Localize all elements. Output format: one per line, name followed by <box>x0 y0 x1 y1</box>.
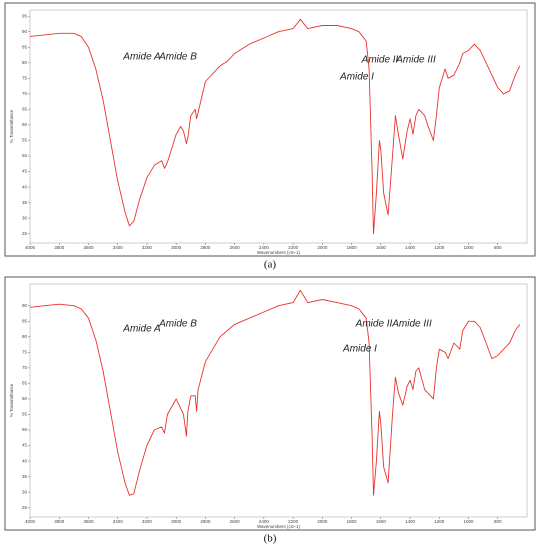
annotation: Amide II <box>361 55 399 66</box>
y-tick-label: 35 <box>22 474 28 479</box>
annotation: Amide III <box>395 55 436 66</box>
y-tick-label: 55 <box>22 412 28 417</box>
y-tick-label: 45 <box>22 443 28 448</box>
y-tick-label: 25 <box>22 231 28 236</box>
x-tick-label: 1600 <box>376 519 387 524</box>
panel-frame <box>4 276 536 531</box>
x-tick-label: 1400 <box>405 519 416 524</box>
annotation: Amide II <box>355 319 393 330</box>
annotation: Amide I <box>342 344 377 355</box>
y-tick-label: 65 <box>22 381 28 386</box>
x-tick-label: 1800 <box>347 519 358 524</box>
y-tick-label: 90 <box>22 303 28 308</box>
x-tick-label: 3400 <box>113 519 124 524</box>
plot-area <box>29 283 528 518</box>
annotation: Amide I <box>339 72 374 83</box>
x-tick-label: 4000 <box>25 519 36 524</box>
y-tick-label: 60 <box>22 396 28 401</box>
y-tick-label: 70 <box>22 365 28 370</box>
x-tick-label: 2800 <box>200 245 211 250</box>
x-tick-label: 3000 <box>171 245 182 250</box>
y-tick-label: 85 <box>22 44 28 49</box>
y-tick-label: 30 <box>22 215 28 220</box>
x-tick-label: 1600 <box>376 245 387 250</box>
y-tick-label: 25 <box>22 505 28 510</box>
x-tick-label: 1000 <box>464 519 475 524</box>
x-tick-label: 2000 <box>317 245 328 250</box>
y-tick-label: 40 <box>22 458 28 463</box>
x-tick-label: 3800 <box>54 245 65 250</box>
x-tick-label: 2800 <box>200 519 211 524</box>
annotation: Amide III <box>391 319 432 330</box>
x-tick-label: 2000 <box>317 519 328 524</box>
y-tick-label: 50 <box>22 427 28 432</box>
x-tick-label: 2400 <box>259 519 270 524</box>
annotation: Amide A <box>122 324 161 335</box>
y-tick-label: 80 <box>22 334 28 339</box>
y-tick-label: 60 <box>22 122 28 127</box>
x-tick-label: 3400 <box>113 245 124 250</box>
plot-area <box>29 9 528 244</box>
x-tick-label: 4000 <box>25 245 36 250</box>
x-tick-label: 2200 <box>288 519 299 524</box>
y-tick-label: 95 <box>22 13 28 18</box>
x-tick-label: 2600 <box>230 245 241 250</box>
x-tick-label: 800 <box>494 245 502 250</box>
annotation: Amide B <box>158 52 197 63</box>
x-tick-label: 800 <box>494 519 502 524</box>
y-tick-label: 30 <box>22 489 28 494</box>
annotation: Amide A <box>122 52 161 63</box>
x-axis-label: Wavenumbers (cm-1) <box>257 250 301 255</box>
x-tick-label: 3800 <box>54 519 65 524</box>
y-tick-label: 35 <box>22 200 28 205</box>
spectrum-line <box>29 18 521 235</box>
x-tick-label: 3000 <box>171 519 182 524</box>
panel: 25 30 35 40 45 50 55 60 65 70 75 80 85 90 95 4000 3800 36… <box>4 2 536 271</box>
y-tick-label: 75 <box>22 76 28 81</box>
caption: (b) <box>264 533 277 545</box>
x-tick-label: 2600 <box>230 519 241 524</box>
y-tick-label: 80 <box>22 60 28 65</box>
annotation: Amide B <box>158 319 197 330</box>
y-tick-label: 85 <box>22 318 28 323</box>
y-axis-label: % Transmittance <box>9 109 14 143</box>
x-tick-label: 1200 <box>434 519 445 524</box>
panel: 25 30 35 40 45 50 55 60 65 70 75 80 85 90 4000 3800 3600… <box>4 276 536 545</box>
y-tick-label: 40 <box>22 184 28 189</box>
x-tick-label: 3200 <box>142 519 153 524</box>
x-tick-label: 2200 <box>288 245 299 250</box>
x-axis-label: Wavenumbers (cm-1) <box>257 524 301 529</box>
x-tick-label: 3600 <box>83 245 94 250</box>
spectrum-line <box>29 289 521 496</box>
y-tick-label: 50 <box>22 153 28 158</box>
x-tick-label: 1400 <box>405 245 416 250</box>
x-tick-label: 3600 <box>83 519 94 524</box>
panel-frame <box>4 2 536 257</box>
y-tick-label: 65 <box>22 107 28 112</box>
y-tick-label: 70 <box>22 91 28 96</box>
x-tick-label: 1800 <box>347 245 358 250</box>
caption: (a) <box>264 259 277 271</box>
y-tick-label: 55 <box>22 138 28 143</box>
x-tick-label: 1200 <box>434 245 445 250</box>
x-tick-label: 2400 <box>259 245 270 250</box>
y-tick-label: 45 <box>22 169 28 174</box>
y-tick-label: 75 <box>22 350 28 355</box>
x-tick-label: 3200 <box>142 245 153 250</box>
y-tick-label: 90 <box>22 29 28 34</box>
x-tick-label: 1000 <box>464 245 475 250</box>
y-axis-label: % Transmittance <box>9 383 14 417</box>
